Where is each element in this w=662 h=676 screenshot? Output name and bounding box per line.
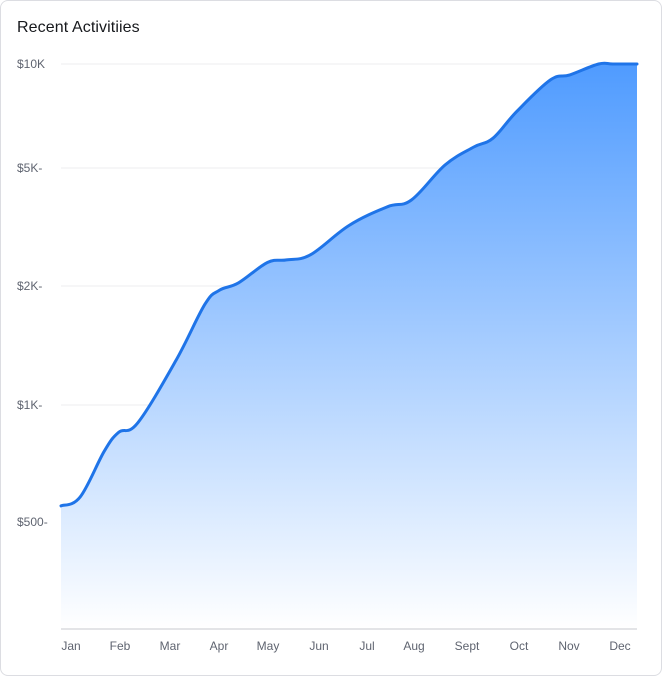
x-tick-label: Jan: [61, 639, 80, 653]
x-tick-label: Jun: [309, 639, 328, 653]
y-tick-label: $2K-: [17, 279, 42, 293]
x-tick-label: Oct: [510, 639, 529, 653]
x-tick-label: Dec: [609, 639, 630, 653]
y-tick-label: $10K: [17, 57, 45, 71]
card-title: Recent Activitiies: [17, 19, 140, 36]
series-area: [61, 63, 637, 630]
y-tick-label: $500-: [17, 515, 48, 529]
x-tick-label: Jul: [359, 639, 374, 653]
y-tick-label: $1K-: [17, 398, 42, 412]
y-tick-label: $5K-: [17, 161, 42, 175]
x-tick-label: Sept: [455, 639, 480, 653]
x-tick-label: Mar: [160, 639, 181, 653]
x-tick-label: Nov: [558, 639, 579, 653]
series-line: [59, 61, 639, 508]
x-tick-label: Feb: [110, 639, 131, 653]
x-tick-label: May: [257, 639, 280, 653]
x-tick-label: Apr: [210, 639, 229, 653]
x-tick-label: Aug: [403, 639, 424, 653]
